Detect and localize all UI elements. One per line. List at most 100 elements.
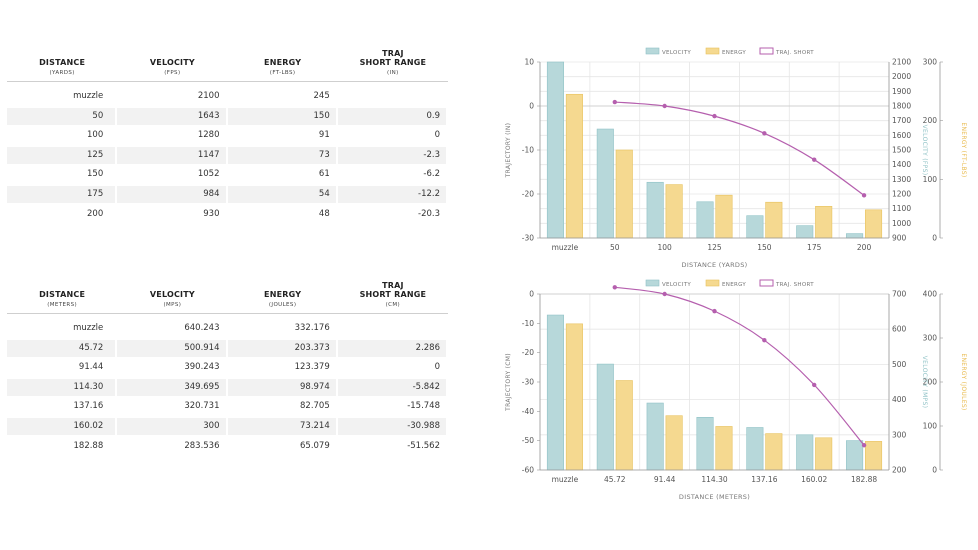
y-left-tick-label: -50	[522, 436, 534, 445]
y-right2-tick-label: 300	[923, 58, 938, 67]
bar-energy	[765, 201, 783, 239]
y-right1-tick-label: 1000	[892, 219, 911, 228]
y-left-tick-label: 0	[529, 290, 534, 299]
table-cell: 245	[313, 91, 330, 101]
table-cell: 500.914	[117, 339, 226, 357]
table-cell: 91.44	[78, 362, 104, 373]
column-header-label: DISTANCE	[39, 58, 86, 67]
y-left-axis-title: TRAJECTORY (IN)	[505, 123, 512, 179]
legend-swatch-velocity	[645, 279, 660, 287]
bar-velocity	[646, 402, 664, 471]
y-right1-tick-label: 1900	[892, 87, 911, 96]
y-left-tick-label: -30	[522, 378, 534, 387]
x-tick-label: 175	[807, 243, 822, 252]
table-cell: -6.2	[423, 169, 440, 180]
bar-velocity	[596, 128, 614, 239]
table-cell: 332.176	[294, 323, 330, 333]
y-right2-tick-label: 400	[923, 290, 938, 299]
x-tick-label: 150	[757, 243, 772, 252]
traj-point	[812, 382, 817, 388]
table-header: DISTANCE (YARDS) VELOCITY (FPS) ENERGY (FT-LB…	[7, 46, 448, 82]
x-tick-label: 137.16	[751, 475, 777, 484]
y-right1-tick-label: 1200	[892, 190, 911, 199]
table-cell: 50	[7, 107, 116, 125]
bar-energy	[815, 437, 833, 471]
ballistics-table-metric: DISTANCE (METERS) VELOCITY (MPS) ENERGY (JOUL…	[7, 278, 448, 457]
y-right2-axis-title: ENERGY (JOULES)	[960, 353, 967, 410]
traj-point	[662, 291, 667, 297]
table-cell: 0	[434, 130, 440, 141]
table-cell: 300	[117, 417, 226, 435]
table-cell: 2100	[197, 91, 220, 101]
table-cell: 1147	[117, 146, 226, 164]
bar-velocity	[796, 434, 814, 471]
y-left-tick-label: -20	[522, 348, 534, 357]
table-cell: 91	[318, 130, 330, 141]
column-header-unit: (YARDS)	[49, 70, 75, 76]
column-header-2: ENERGY (JOULES)	[228, 290, 338, 310]
traj-line	[614, 101, 865, 196]
bar-energy	[865, 209, 883, 239]
table-row: 100 1280 91 0	[7, 127, 448, 144]
x-tick-label: 125	[707, 243, 722, 252]
bar-energy	[865, 441, 883, 471]
bar-velocity	[796, 225, 814, 239]
x-tick-label: muzzle	[552, 475, 579, 484]
y-right1-tick-label: 1400	[892, 160, 911, 169]
table-cell: -5.842	[337, 378, 446, 396]
traj-point	[712, 308, 717, 314]
table-cell: 200	[87, 208, 104, 219]
legend-swatch-energy	[705, 47, 720, 55]
table-cell: muzzle	[73, 323, 104, 333]
table-cell: 54	[227, 185, 336, 203]
y-right1-tick-label: 300	[892, 430, 907, 439]
x-tick-label: 114.30	[701, 475, 727, 484]
column-header-label: DISTANCE	[39, 290, 86, 299]
y-right2-tick-label: 0	[932, 466, 937, 475]
column-header-3: TRAJ SHORT RANGE (CM)	[338, 281, 448, 310]
y-right2-axis-title: ENERGY (FT-LBS)	[960, 122, 967, 177]
table-cell: 82.705	[300, 401, 330, 412]
x-tick-label: 200	[857, 243, 872, 252]
y-right2-tick-label: 200	[923, 116, 938, 125]
y-left-tick-label: -40	[522, 407, 534, 416]
y-right1-tick-label: 1800	[892, 102, 911, 111]
y-right1-axis-title: VELOCITY (FPS)	[921, 125, 928, 176]
column-header-3: TRAJ SHORT RANGE (IN)	[338, 49, 448, 78]
x-tick-label: 160.02	[801, 475, 827, 484]
table-cell: 2.286	[337, 339, 446, 357]
table-cell: -15.748	[407, 401, 440, 412]
column-header-label: TRAJ SHORT RANGE	[359, 49, 427, 67]
table-row: 45.72 500.914 203.373 2.286	[7, 339, 448, 357]
legend-swatch-traj	[759, 47, 774, 55]
table-row: muzzle 2100 245	[7, 88, 448, 105]
x-axis-title: DISTANCE (METERS)	[679, 493, 750, 501]
table-cell: 283.536	[184, 440, 220, 451]
column-header-label: TRAJ SHORT RANGE	[359, 281, 427, 299]
table-row: 175 984 54 -12.2	[7, 185, 448, 203]
y-right1-tick-label: 2100	[892, 58, 911, 67]
y-right2-tick-label: 300	[923, 334, 938, 343]
column-header-0: DISTANCE (YARDS)	[7, 58, 117, 78]
table-row: 137.16 320.731 82.705 -15.748	[7, 398, 448, 415]
column-header-2: ENERGY (FT-LBS)	[228, 58, 338, 78]
traj-point	[861, 193, 867, 198]
bar-energy	[565, 323, 583, 471]
legend-label: VELOCITY	[662, 282, 691, 288]
y-right1-tick-label: 900	[892, 234, 907, 243]
table-row: 125 1147 73 -2.3	[7, 146, 448, 164]
table-cell: 125	[7, 146, 116, 164]
table-cell: -51.562	[407, 440, 440, 451]
bar-velocity	[696, 201, 714, 239]
y-right1-tick-label: 600	[892, 325, 907, 334]
traj-point	[712, 113, 717, 119]
column-header-unit: (FT-LBS)	[269, 70, 296, 76]
bar-energy	[615, 149, 633, 239]
traj-point	[762, 131, 767, 136]
table-cell: 150	[227, 107, 336, 125]
legend-swatch-energy	[705, 279, 720, 287]
table-cell: 61	[318, 169, 330, 180]
y-right1-tick-label: 700	[892, 290, 907, 299]
table-header: DISTANCE (METERS) VELOCITY (MPS) ENERGY (JOUL…	[7, 278, 448, 314]
